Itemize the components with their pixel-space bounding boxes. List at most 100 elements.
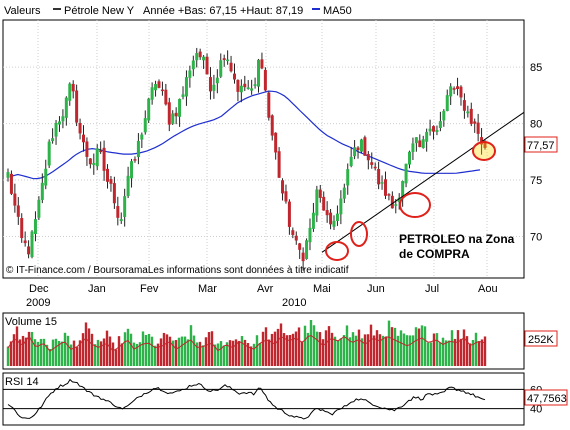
rsi-panel-frame (2, 372, 525, 426)
volume-bar (30, 331, 34, 366)
x-label-Mai: Mai (313, 283, 331, 295)
volume-bar (132, 342, 136, 366)
volume-bar (198, 341, 202, 366)
candle-down (23, 240, 27, 244)
x-label-Fev: Fev (140, 283, 159, 295)
candle-up (421, 139, 425, 148)
volume-bar (453, 338, 457, 366)
x-label-Jan: Jan (88, 283, 106, 295)
candle-up (51, 138, 55, 142)
rsi-panel: RSI 14 4060 47,7563 (2, 372, 568, 426)
x-label-Mar: Mar (198, 283, 217, 295)
candle-up (404, 163, 408, 184)
volume-bar (462, 329, 466, 366)
candle-up (305, 240, 309, 260)
volume-bar (306, 332, 310, 366)
rsi-levels (3, 388, 524, 410)
candle-up (191, 60, 195, 70)
volume-bar (120, 343, 124, 366)
volume-bar (381, 335, 385, 366)
candle-up (253, 84, 257, 86)
volume-bar (246, 343, 250, 366)
volume-bar (285, 335, 289, 366)
rsi-title: RSI 14 (5, 376, 39, 388)
price-last-value-box (524, 136, 558, 153)
candle-down (174, 112, 178, 117)
volume-bar (6, 346, 10, 366)
candles-layer (6, 47, 487, 271)
volume-bar (207, 332, 211, 366)
volume-bar (165, 334, 169, 366)
volume-bar (69, 344, 73, 366)
volume-bar (261, 331, 265, 366)
volume-last-value-text: 252K (528, 334, 554, 346)
candle-up (335, 213, 339, 222)
legend-label: Valeurs (4, 5, 41, 17)
volume-last-value-box (524, 330, 558, 347)
candle-down (232, 73, 236, 80)
volume-bar (312, 325, 316, 366)
candle-down (363, 137, 367, 156)
candle-down (390, 195, 394, 209)
volume-title: Volume 15 (5, 316, 57, 328)
volume-bar (72, 340, 76, 366)
volume-bar (270, 333, 274, 366)
volume-bar (189, 325, 193, 366)
volume-bar (342, 335, 346, 366)
candle-down (366, 154, 370, 161)
volume-bar (438, 342, 442, 366)
x-label-Jun: Jun (367, 283, 385, 295)
annotation-line-1: PETROLEO na Zona (399, 232, 515, 246)
candle-down (222, 58, 226, 61)
candle-up (346, 169, 350, 186)
rsi-last-value-text: 47,7563 (527, 393, 567, 405)
volume-bar (384, 337, 388, 366)
volume-bar (474, 332, 478, 366)
volume-bar (273, 331, 277, 366)
buy-zone-circle-jun (399, 192, 431, 218)
volume-bar (24, 337, 28, 366)
candle-down (462, 100, 466, 111)
price-y-tick-80: 80 (530, 119, 542, 131)
volume-bar (108, 336, 112, 366)
volume-bar (441, 337, 445, 366)
candle-up (130, 161, 134, 179)
candle-up (257, 59, 261, 87)
volume-bar (147, 333, 151, 366)
candle-up (397, 197, 401, 203)
volume-bar (336, 340, 340, 366)
price-y-ticks: 70 75 80 85 (530, 62, 542, 243)
candle-down (456, 86, 460, 89)
candle-up (178, 98, 182, 117)
candle-down (160, 89, 164, 92)
candle-down (106, 168, 110, 182)
volume-bar (177, 337, 181, 366)
volume-bar (279, 323, 283, 366)
copyright-text: © IT-Finance.com / BoursoramaLes informa… (6, 265, 349, 276)
candle-up (140, 134, 144, 140)
year-labels: 2009 2010 (26, 297, 306, 309)
volume-bar (219, 341, 223, 366)
candle-down (476, 122, 480, 134)
candle-up (147, 98, 151, 121)
volume-bar (450, 330, 454, 366)
candle-up (332, 220, 336, 227)
candle-up (92, 163, 96, 165)
x-label-Jul: Jul (425, 283, 439, 295)
annotation-line-2: de COMPRA (399, 247, 470, 261)
candle-down (418, 140, 422, 148)
price-y-tick-75: 75 (530, 175, 542, 187)
support-trendline (321, 111, 525, 253)
volume-bar (480, 339, 484, 366)
candle-down (109, 179, 113, 184)
volume-last-value: 252K (524, 330, 558, 347)
candle-up (359, 139, 363, 152)
x-label-Dec: Dec (29, 283, 49, 295)
buy-zone-markers (325, 141, 496, 261)
volume-bar (129, 333, 133, 366)
candle-up (202, 56, 206, 61)
volume-bar (363, 334, 367, 366)
candle-down (387, 194, 391, 196)
volume-bar (264, 327, 268, 366)
candle-up (425, 131, 429, 142)
